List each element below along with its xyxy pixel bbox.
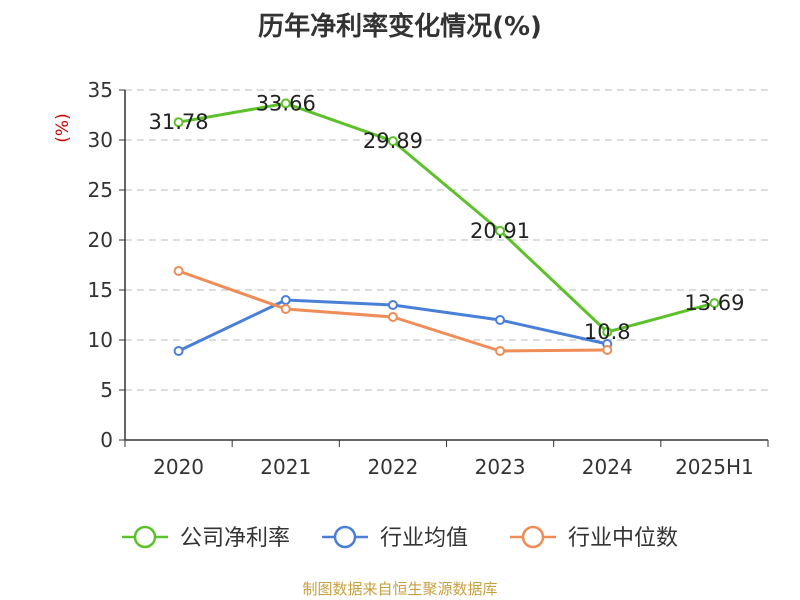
data-label-0-2021: 33.66	[256, 91, 316, 115]
point-0-2024	[602, 327, 613, 337]
data-labels: 31.78 33.66 29.89 20.91 10.8 13.69	[149, 91, 745, 344]
point-0-2022	[387, 136, 398, 147]
legend-label-1: 行业均值	[380, 526, 468, 551]
series-line-2	[178, 269, 608, 353]
tick-labels: 0 5 10 15 20 25 30 35 2020 2021 2022 2023 2024 2025H1	[88, 78, 754, 479]
axes	[119, 89, 769, 447]
data-label-0-2025H1: 13.69	[684, 291, 744, 315]
x-tick-label-2025H1: 2025H1	[675, 455, 754, 479]
data-label-0-2024: 10.8	[584, 320, 631, 344]
y-tick-label-10: 10	[88, 328, 113, 352]
x-tick-label-2020: 2020	[153, 455, 204, 479]
x-tick-label-2022: 2022	[367, 455, 418, 479]
point-0-2021	[280, 98, 291, 109]
series-layer	[173, 98, 720, 356]
data-label-0-2020: 31.78	[149, 110, 209, 134]
y-tick-label-0: 0	[100, 428, 113, 452]
point-2-2023	[495, 346, 506, 356]
point-1-2022	[387, 300, 398, 310]
grid-lines	[125, 89, 768, 391]
chart-title: 历年净利率变化情况(%)	[258, 12, 542, 42]
y-tick-label-5: 5	[100, 378, 113, 402]
source-footer: 制图数据来自恒生聚源数据库	[302, 580, 498, 598]
data-label-0-2023: 20.91	[470, 219, 530, 243]
legend-label-2: 行业中位数	[568, 526, 678, 551]
point-2-2024	[602, 345, 613, 355]
series-line-0	[178, 101, 715, 334]
point-2-2021	[280, 304, 291, 314]
point-2-2020	[173, 266, 184, 276]
point-1-2020	[173, 346, 184, 356]
point-0-2023	[495, 225, 506, 236]
legend[interactable]: 公司净利率 行业均值 行业中位数	[122, 525, 678, 551]
point-0-2025H1	[709, 298, 720, 309]
x-tick-label-2023: 2023	[475, 455, 526, 479]
point-0-2020	[173, 117, 184, 128]
y-tick-label-25: 25	[88, 178, 113, 202]
y-axis-label: (%)	[53, 113, 73, 142]
legend-marker-0	[133, 525, 157, 549]
x-tick-label-2021: 2021	[260, 455, 311, 479]
legend-marker-1	[333, 525, 357, 549]
point-1-2023	[495, 315, 506, 325]
point-1-2021	[280, 295, 291, 305]
x-tick-label-2024: 2024	[582, 455, 633, 479]
legend-label-0: 公司净利率	[180, 526, 290, 551]
legend-marker-2	[521, 525, 545, 549]
y-tick-label-15: 15	[88, 278, 113, 302]
y-tick-label-35: 35	[88, 78, 113, 102]
y-tick-label-20: 20	[88, 228, 113, 252]
point-2-2022	[387, 312, 398, 322]
data-label-0-2022: 29.89	[363, 129, 423, 153]
y-tick-label-30: 30	[88, 128, 113, 152]
